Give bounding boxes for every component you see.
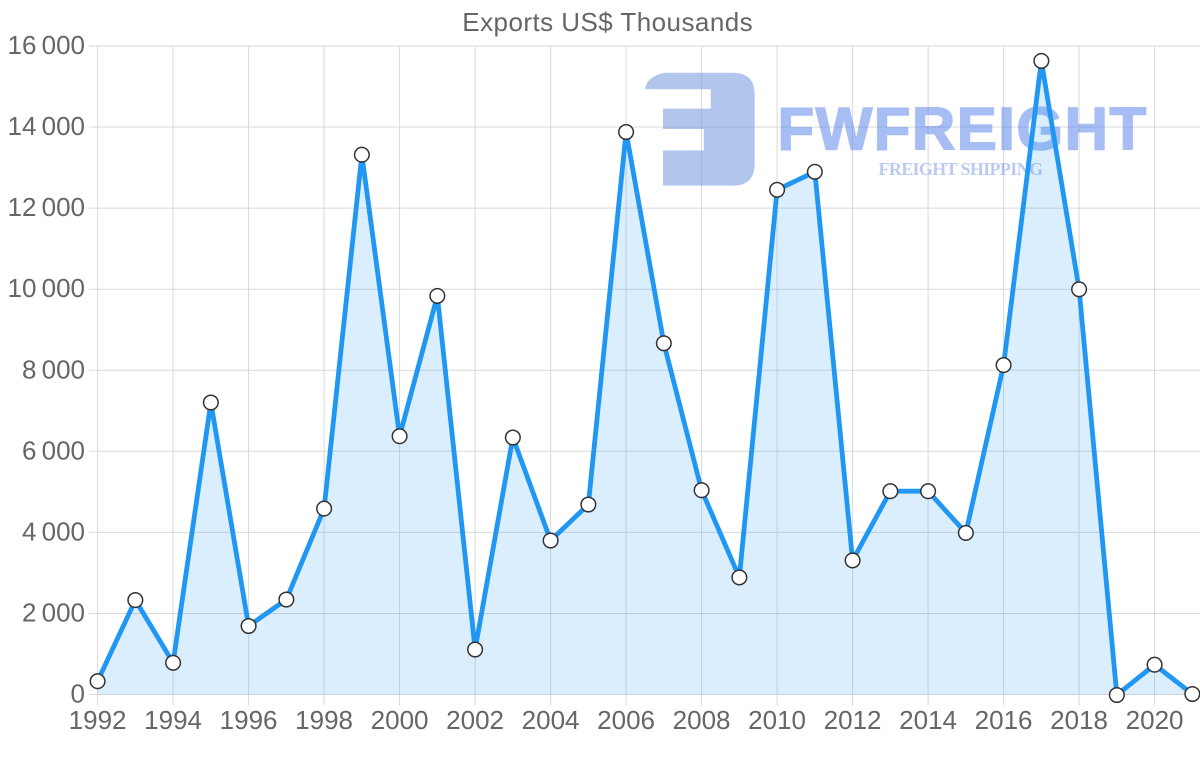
svg-text:1994: 1994 bbox=[144, 705, 202, 735]
svg-text:2018: 2018 bbox=[1050, 705, 1108, 735]
svg-text:2002: 2002 bbox=[446, 705, 504, 735]
svg-text:2 000: 2 000 bbox=[22, 597, 85, 627]
svg-text:2020: 2020 bbox=[1126, 705, 1184, 735]
svg-text:1996: 1996 bbox=[220, 705, 278, 735]
svg-text:0: 0 bbox=[71, 679, 85, 709]
svg-text:8 000: 8 000 bbox=[22, 354, 85, 384]
svg-text:2008: 2008 bbox=[673, 705, 731, 735]
svg-text:1992: 1992 bbox=[69, 705, 127, 735]
svg-text:Exports US$ Thousands: Exports US$ Thousands bbox=[462, 7, 753, 37]
svg-text:10 000: 10 000 bbox=[7, 273, 85, 303]
svg-text:2012: 2012 bbox=[824, 705, 882, 735]
svg-text:4 000: 4 000 bbox=[22, 516, 85, 546]
svg-text:1998: 1998 bbox=[295, 705, 353, 735]
svg-text:FWFREIGHT: FWFREIGHT bbox=[778, 96, 1148, 163]
svg-text:FREIGHT SHIPPING: FREIGHT SHIPPING bbox=[879, 159, 1043, 179]
svg-text:16 000: 16 000 bbox=[7, 30, 85, 60]
svg-text:2014: 2014 bbox=[899, 705, 957, 735]
svg-text:12 000: 12 000 bbox=[7, 192, 85, 222]
svg-text:2004: 2004 bbox=[522, 705, 580, 735]
svg-text:2006: 2006 bbox=[597, 705, 655, 735]
svg-text:2000: 2000 bbox=[371, 705, 429, 735]
svg-text:2010: 2010 bbox=[748, 705, 806, 735]
svg-text:14 000: 14 000 bbox=[7, 111, 85, 141]
svg-text:2016: 2016 bbox=[975, 705, 1033, 735]
svg-text:6 000: 6 000 bbox=[22, 435, 85, 465]
